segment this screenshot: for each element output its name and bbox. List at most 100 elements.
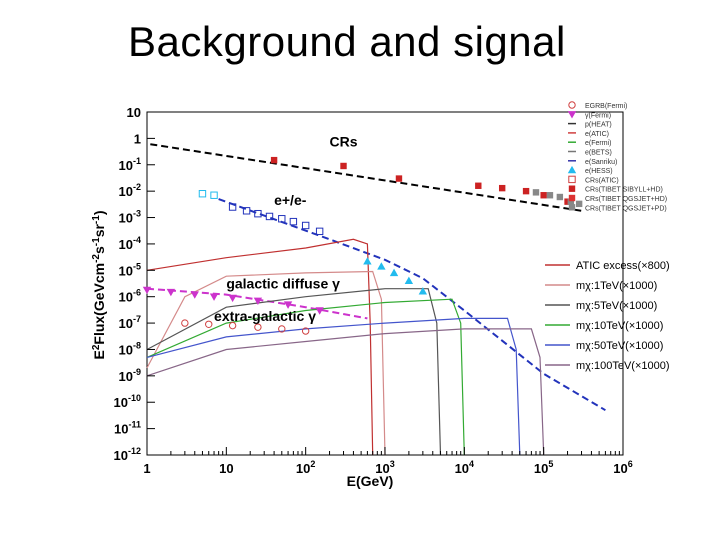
legend-bottom-label: mχ:5TeV(×1000): [576, 300, 657, 312]
y-tick-label: 10-8: [119, 340, 141, 357]
series-3-line: [146, 238, 374, 456]
x-axis-title: E(GeV): [347, 473, 394, 489]
y-tick-label: 10-4: [119, 235, 141, 252]
y-tick-label: 10: [127, 105, 141, 120]
legend-top-marker: [568, 175, 576, 184]
x-tick-label: 103: [375, 459, 394, 476]
series-14-point: [228, 321, 237, 330]
legend-bottom-label: mχ:100TeV(×1000): [576, 360, 670, 372]
y-tick-label: 10-1: [119, 156, 141, 173]
series-13-point: [253, 297, 263, 305]
series-6-line: [146, 298, 465, 456]
legend-top-label: e(ATIC): [585, 131, 609, 138]
legend-top-label: CRs(TIBET QGSJET+HD): [585, 196, 667, 203]
x-tick-label: 106: [613, 459, 632, 476]
series-9-point: [395, 175, 403, 182]
series-13-point: [315, 307, 324, 315]
y-tick-label: 10-5: [119, 261, 141, 278]
annotation-label: CRs: [330, 133, 358, 149]
series-9-point: [498, 184, 506, 192]
legend-top-marker: [568, 204, 576, 211]
series-14-point: [254, 323, 262, 331]
annotation-label: e+/e-: [274, 192, 307, 208]
series-4-line: [146, 270, 386, 456]
series-14-point: [205, 320, 213, 328]
x-tick-label: 10: [219, 461, 233, 476]
legend-top-label: γ(Fermi): [585, 112, 611, 119]
y-tick-label: 10-3: [119, 209, 141, 226]
legend-top-label: e(Fermi): [585, 140, 611, 147]
y-tick-label: 10-9: [119, 367, 141, 384]
series-12-point: [389, 268, 399, 277]
series-11-point: [254, 209, 262, 218]
series-9-point: [475, 182, 482, 189]
series-9-point: [540, 192, 547, 199]
series-layer: [142, 143, 606, 456]
series-13-point: [283, 301, 293, 309]
series-10-point: [546, 192, 554, 199]
legend-bottom-label: mχ:1TeV(×1000): [576, 280, 657, 292]
series-13-point: [142, 286, 152, 295]
y-tick-label: 10-6: [119, 288, 141, 305]
series-8-line: [146, 328, 545, 456]
series-10-point: [532, 189, 540, 196]
legend-top-marker: [568, 101, 576, 109]
series-13-point: [166, 288, 176, 297]
series-11-point: [278, 215, 286, 223]
series-9-point: [522, 187, 530, 195]
series-11-point: [228, 203, 237, 211]
legend-top-label: e(BETS): [585, 150, 612, 157]
series-12-point: [363, 257, 372, 265]
series-11-point: [265, 212, 274, 221]
y-tick-label: 10-10: [114, 393, 141, 410]
y-tick-label: 10-12: [114, 446, 141, 463]
plot-frame: [146, 111, 624, 456]
series-15-point: [198, 190, 207, 198]
series-12-point: [418, 287, 428, 295]
series-14-point: [181, 319, 189, 327]
x-tick-label: 105: [534, 459, 553, 476]
y-tick-label: 10-2: [119, 182, 141, 199]
y-tick-label: 1: [134, 131, 141, 146]
x-tick-label: 1: [143, 461, 150, 476]
legend-top-marker: [567, 111, 577, 119]
legend-bottom-label: mχ:10TeV(×1000): [576, 320, 663, 332]
series-12-point: [377, 262, 386, 270]
legend-top-label: EGRB(Fermi): [585, 103, 627, 110]
series-10-point: [556, 193, 564, 201]
series-7-line: [146, 317, 521, 456]
series-11-point: [242, 207, 251, 215]
series-11-point: [315, 227, 324, 236]
legend-bottom: ATIC excess(×800) mχ:1TeV(×1000) mχ:5TeV(×…: [545, 260, 670, 372]
y-tick-label: 10-7: [119, 314, 141, 331]
y-axis-title: E2Flux(GeVcm-2s-1sr-1): [91, 210, 107, 359]
series-13-point: [228, 294, 237, 303]
slide-title: Background and signal: [128, 18, 566, 65]
series-13-point: [190, 291, 199, 299]
legend-top-marker: [568, 194, 576, 202]
x-tick-label: 104: [455, 459, 474, 476]
legend-top-marker: [567, 165, 577, 174]
legend-top-label: CRs(TIBET SIBYLL+HD): [585, 187, 663, 194]
series-11-point: [301, 221, 310, 230]
series-10-point: [567, 198, 575, 205]
annotation-layer: CRs e+/e-galactic diffuse γ extra-galactic…: [214, 133, 358, 324]
y-tick-label: 10-11: [114, 420, 141, 437]
series-0-line: [150, 143, 582, 212]
series-14-point: [301, 327, 310, 335]
series-5-line: [146, 288, 442, 456]
series-9-point: [564, 198, 571, 205]
legend-top-marker: [568, 185, 576, 192]
legend-top-label: CRs(TIBET QGSJET+PD): [585, 205, 667, 212]
ticks-layer: 1 10 102 103 104 105 106 10 1 10-1 10-2 10-3 10-4 10-…: [114, 105, 633, 476]
legend-top-label: p(HEAT): [585, 122, 612, 129]
series-9-point: [340, 162, 347, 170]
legend-top-label: CRs(ATIC): [585, 177, 619, 184]
series-12-point: [404, 276, 414, 285]
legend-bottom-label: mχ:50TeV(×1000): [576, 340, 663, 352]
series-14-point: [278, 325, 286, 333]
annotation-label: extra-galactic γ: [214, 308, 316, 324]
series-13-point: [209, 293, 219, 301]
x-tick-label: 102: [296, 459, 315, 476]
